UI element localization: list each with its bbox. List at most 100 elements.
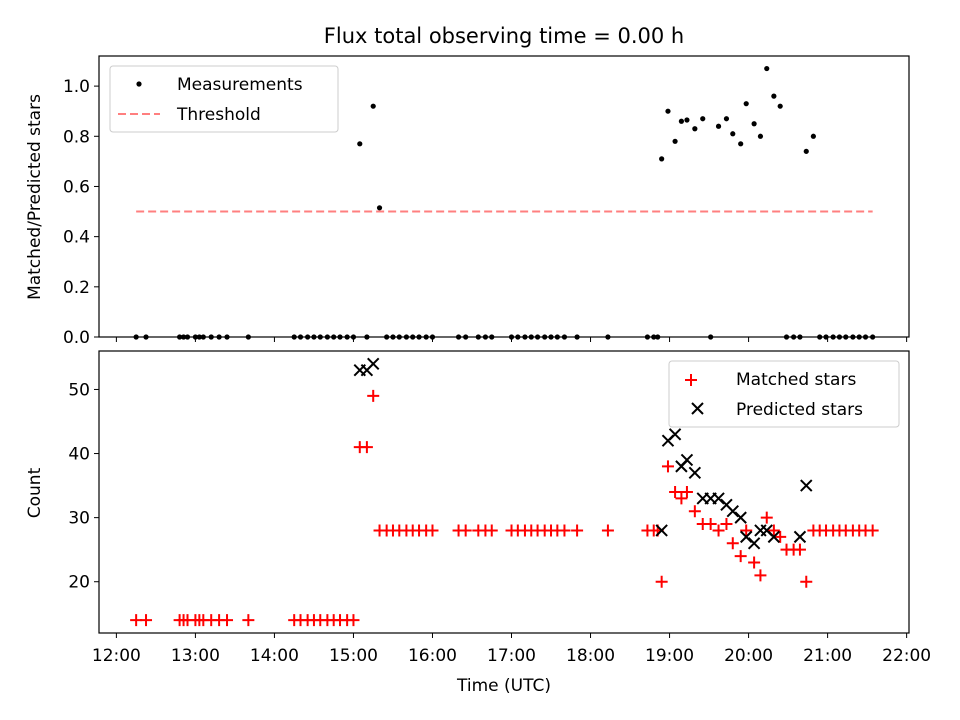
x-tick-label: 18:00: [566, 646, 615, 666]
predicted-star-point: [680, 453, 694, 467]
x-tick-label: 22:00: [882, 646, 931, 666]
measurement-point: [672, 138, 678, 144]
matched-star-point: [767, 524, 780, 537]
matched-star-point: [712, 524, 725, 537]
predicted-star-point: [726, 505, 739, 518]
matched-star-point: [720, 518, 733, 531]
top-y-tick-label: 0.6: [63, 177, 90, 197]
matched-star-point: [704, 518, 717, 531]
predicted-star-point: [655, 524, 668, 537]
legend-measurements-label: Measurements: [177, 75, 303, 95]
matched-star-point: [601, 524, 614, 537]
bottom-y-tick-label: 30: [68, 509, 90, 529]
measurement-point: [678, 118, 685, 124]
predicted-star-point: [793, 530, 807, 544]
measurement-point: [700, 116, 706, 122]
matched-star-point: [675, 492, 688, 505]
measurement-point: [738, 141, 744, 147]
predicted-star-point: [747, 537, 761, 550]
bottom-plot-frame: [98, 350, 910, 634]
top-legend-box: [109, 65, 339, 133]
top-y-tick-label: 0.4: [63, 228, 90, 248]
top-y-tick-label: 0.0: [63, 328, 90, 348]
measurement-point: [665, 108, 671, 114]
measurement-point: [810, 133, 816, 139]
matched-star-point: [360, 441, 373, 454]
matched-star-point: [774, 530, 787, 543]
matched-star-point: [242, 614, 255, 627]
predicted-star-point: [688, 466, 702, 479]
x-tick-label: 14:00: [250, 646, 299, 666]
x-tick-label: 15:00: [329, 646, 378, 666]
matched-star-point: [866, 524, 879, 537]
predicted-star-point: [740, 530, 753, 544]
legend-threshold-label: Threshold: [176, 105, 261, 125]
bottom-y-axis-label: Count: [25, 467, 45, 518]
measurement-point: [771, 93, 777, 99]
matched-star-point: [221, 614, 234, 627]
predicted-star-point: [800, 479, 813, 492]
matched-star-point: [558, 524, 571, 537]
matched-star-point: [800, 575, 813, 588]
matched-star-point: [655, 575, 668, 588]
measurement-point: [723, 116, 730, 122]
predicted-star-point: [367, 357, 380, 371]
top-y-tick-label: 0.2: [63, 278, 90, 298]
matched-star-point: [726, 537, 739, 550]
top-plot-marks: [133, 65, 876, 340]
matched-star-point: [748, 556, 761, 569]
measurement-point: [757, 133, 764, 139]
matched-star-point: [485, 524, 498, 537]
x-tick-label: 21:00: [803, 646, 852, 666]
measurement-point: [692, 126, 698, 132]
measurement-point: [730, 131, 736, 137]
legend-matched-marker: [685, 374, 697, 386]
measurement-point: [370, 103, 376, 109]
measurement-point: [803, 148, 809, 154]
matched-star-point: [688, 505, 701, 518]
measurement-point: [684, 117, 690, 123]
measurement-point: [376, 205, 383, 211]
x-tick-label: 20:00: [724, 646, 773, 666]
matched-star-point: [760, 511, 773, 524]
legend-measurements-marker: [136, 81, 142, 87]
measurement-point: [764, 65, 770, 72]
matched-star-point: [793, 543, 806, 556]
measurement-point: [743, 101, 749, 107]
legend-predicted-marker: [691, 402, 704, 415]
x-tick-label: 16:00: [408, 646, 457, 666]
x-tick-label: 12:00: [92, 646, 141, 666]
top-y-tick-label: 1.0: [63, 77, 90, 97]
top-plot-frame: [98, 55, 910, 338]
x-tick-label: 13:00: [171, 646, 220, 666]
top-y-tick-label: 0.8: [63, 127, 90, 147]
x-tick-label: 19:00: [645, 646, 694, 666]
bottom-y-tick-label: 40: [68, 445, 90, 465]
measurement-point: [715, 123, 722, 129]
top-x-axis-ticks: [115, 337, 908, 342]
top-y-axis-label: Matched/Predicted stars: [25, 94, 45, 300]
matched-star-point: [140, 614, 153, 627]
matched-star-point: [347, 614, 360, 627]
matched-star-point: [740, 524, 753, 537]
matched-star-point: [367, 389, 380, 402]
top-y-axis-ticks: 0.0 0.2 0.4 0.6 0.8 1.0: [63, 77, 99, 348]
measurement-point: [751, 121, 757, 127]
x-axis-label: Time (UTC): [456, 676, 551, 696]
matched-star-point: [571, 524, 584, 537]
matched-star-point: [734, 550, 747, 563]
bottom-x-axis-ticks: 12:00 13:00 14:00 15:00 16:00 17:00 18:00 19:00…: [92, 633, 931, 666]
x-tick-label: 17:00: [487, 646, 536, 666]
legend-matched-label: Matched stars: [736, 370, 856, 390]
measurement-point: [777, 103, 783, 109]
top-legend: Measurements Threshold: [109, 65, 339, 133]
matched-star-point: [661, 460, 674, 473]
matched-star-point: [459, 524, 472, 537]
matched-star-point: [754, 569, 767, 582]
bottom-legend-box: [668, 360, 900, 428]
measurement-point: [659, 156, 665, 162]
predicted-star-point: [734, 511, 747, 524]
top-panel-ratio-plot: 0.0 0.2 0.4 0.6 0.8 1.0 Matched/Predicted sta…: [25, 55, 910, 348]
